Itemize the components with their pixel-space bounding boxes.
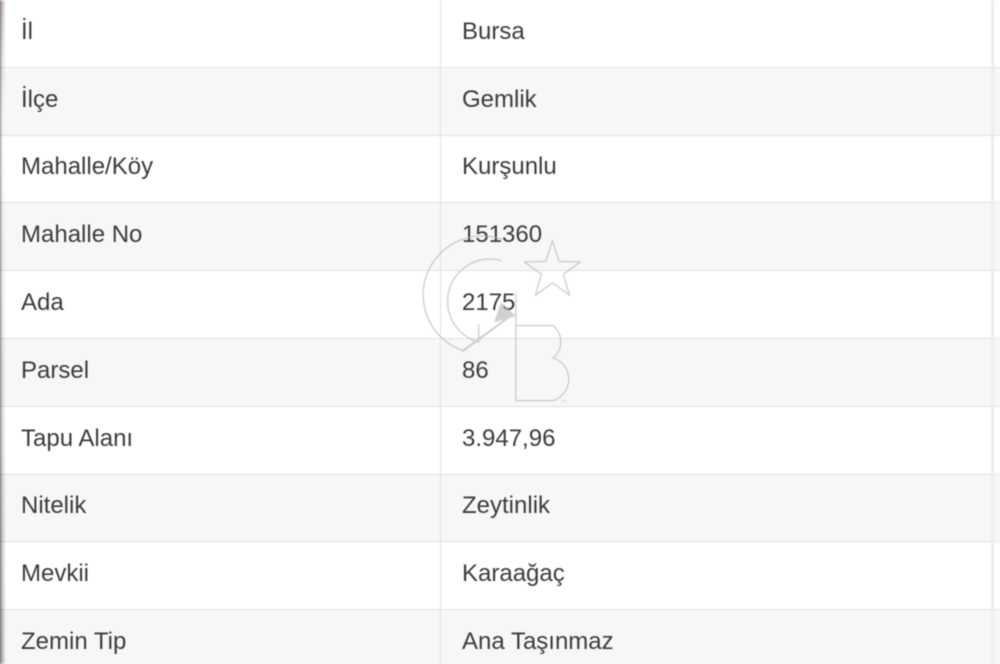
svg-text:™: ™ [561, 399, 567, 406]
